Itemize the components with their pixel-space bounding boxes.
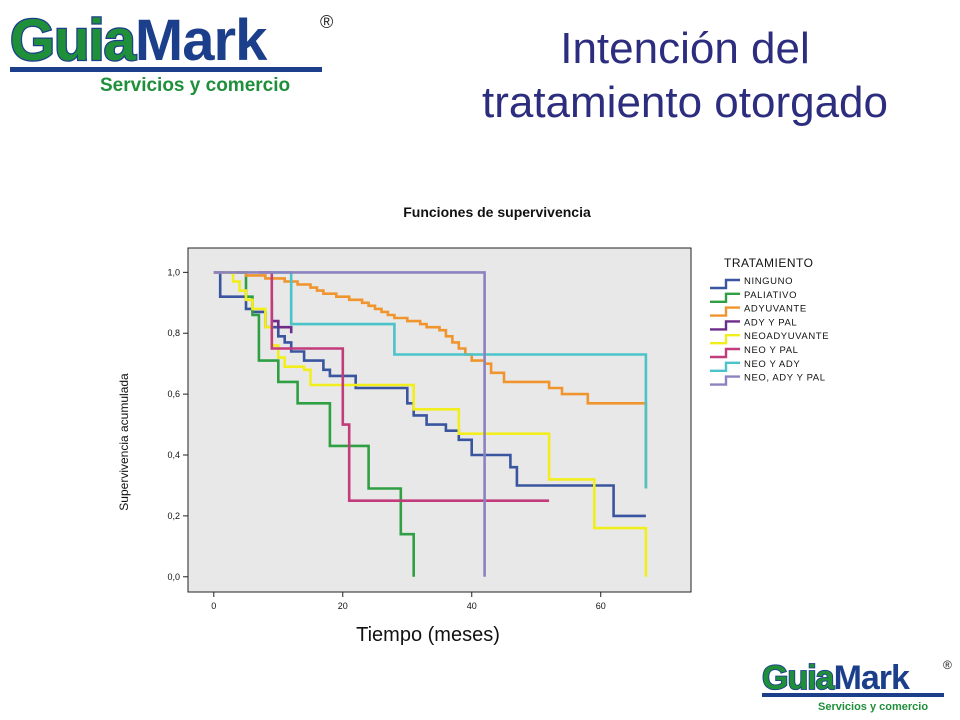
logo-bottom-graphic: GuiaMark ® Servicios y comercio [761, 658, 952, 713]
legend-item: NINGUNO [744, 276, 793, 287]
legend-swatch [710, 347, 740, 359]
series-line-neo-ady-y-pal [213, 271, 486, 577]
x-tick-label: 60 [596, 601, 606, 611]
y-axis-title: Supervivencia acumulada [117, 373, 131, 511]
logo-top-graphic: GuiaMark ® Servicios y comercio [9, 7, 334, 96]
y-tick-label: 0,8 [167, 328, 180, 338]
y-tick-label: 0,2 [167, 511, 180, 521]
guiamark-logo-top: GuiaMark ® Servicios y comercio [8, 4, 338, 96]
y-tick-label: 1,0 [167, 267, 180, 277]
logo-top-word: GuiaMark [10, 8, 268, 73]
slide-title-line1: Intención del [560, 24, 810, 73]
series-line-neo-y-pal [258, 271, 550, 502]
legend-item: NEO Y PAL [744, 345, 799, 356]
x-tick-label: 20 [338, 601, 348, 611]
y-tick-label: 0,4 [167, 450, 180, 460]
legend-swatch [710, 361, 740, 372]
logo-bottom-registered: ® [943, 658, 952, 672]
legend-item: NEO Y ADY [744, 359, 800, 370]
series-line-neoadyuvante [226, 271, 648, 577]
logo-top-tagline: Servicios y comercio [100, 75, 290, 96]
guiamark-logo-bottom: GuiaMark ® Servicios y comercio [760, 655, 956, 715]
series-line-neo-y-ady [271, 271, 648, 489]
slide-title: Intención del tratamiento otorgado [420, 22, 950, 130]
x-tick-label: 40 [467, 601, 477, 611]
slide-title-line2: tratamiento otorgado [481, 78, 889, 127]
legend-item: PALIATIVO [744, 290, 797, 301]
legend-item: ADY Y PAL [744, 317, 797, 328]
legend-swatch [710, 334, 740, 345]
legend-swatch [710, 306, 740, 317]
x-tick-label: 0 [211, 601, 216, 611]
series-line-adyuvante [213, 271, 648, 489]
legend-item: NEOADYUVANTE [744, 331, 829, 342]
legend-swatch [710, 375, 740, 386]
legend-swatch [710, 320, 740, 331]
x-axis-title: Tiempo (meses) [356, 624, 500, 646]
legend-item: ADYUVANTE [744, 304, 807, 315]
legend-swatch [710, 292, 740, 303]
legend-title: TRATAMIENTO [724, 256, 814, 270]
legend-item: NEO, ADY Y PAL [744, 373, 826, 384]
legend-swatch [710, 278, 740, 290]
plot-area [187, 247, 692, 593]
logo-bottom-tagline: Servicios y comercio [818, 701, 928, 713]
y-tick-label: 0,6 [167, 389, 180, 399]
y-tick-label: 0,0 [167, 572, 180, 582]
chart-title: Funciones de supervivencia [403, 204, 591, 220]
logo-bottom-word: GuiaMark [762, 659, 910, 697]
logo-top-registered: ® [320, 12, 333, 32]
